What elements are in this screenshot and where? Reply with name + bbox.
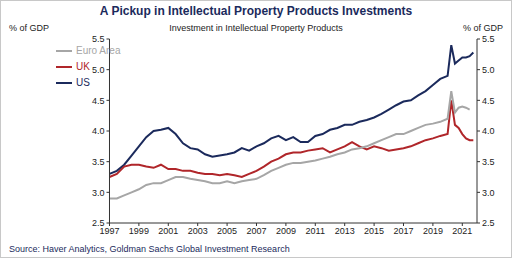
svg-text:2.5: 2.5	[92, 218, 105, 228]
svg-text:4.5: 4.5	[482, 96, 495, 106]
svg-text:2021: 2021	[452, 226, 472, 236]
svg-text:4.0: 4.0	[92, 126, 105, 136]
svg-text:2013: 2013	[335, 226, 355, 236]
svg-text:3.0: 3.0	[482, 188, 495, 198]
svg-text:1999: 1999	[129, 226, 149, 236]
svg-text:2011: 2011	[306, 226, 325, 236]
html-text:% of GDP: % of GDP	[463, 23, 503, 33]
svg-text:2007: 2007	[246, 226, 266, 236]
html-text:US: US	[76, 76, 90, 88]
svg-text:3.5: 3.5	[482, 157, 495, 167]
svg-text:5.0: 5.0	[482, 65, 495, 75]
svg-text:3.0: 3.0	[92, 188, 105, 198]
html-text:A Pickup in Intellectual Prope: A Pickup in Intellectual Property Produc…	[99, 4, 413, 18]
svg-text:2017: 2017	[393, 226, 413, 236]
svg-text:5.5: 5.5	[482, 34, 495, 44]
svg-text:2009: 2009	[276, 226, 296, 236]
svg-text:4.5: 4.5	[92, 96, 105, 106]
html-text:Euro Area: Euro Area	[76, 44, 121, 56]
html-text:Investment in Intellectual Pro: Investment in Intellectual Property Prod…	[169, 23, 343, 33]
svg-text:5.0: 5.0	[92, 65, 105, 75]
svg-text:5.5: 5.5	[92, 34, 105, 44]
html-text:UK: UK	[76, 60, 90, 72]
svg-text:1997: 1997	[99, 226, 120, 237]
html-text:Source: Haver Analytics, Goldm: Source: Haver Analytics, Goldman Sachs G…	[9, 244, 290, 254]
svg-text:2005: 2005	[217, 226, 237, 236]
svg-text:2019: 2019	[423, 226, 443, 236]
svg-text:3.5: 3.5	[92, 157, 105, 167]
svg-text:4.0: 4.0	[482, 126, 495, 136]
svg-text:2015: 2015	[364, 226, 384, 236]
html-text:% of GDP: % of GDP	[9, 23, 49, 33]
svg-text:2003: 2003	[188, 226, 208, 236]
svg-text:2.5: 2.5	[482, 218, 495, 228]
svg-text:2001: 2001	[158, 226, 178, 236]
